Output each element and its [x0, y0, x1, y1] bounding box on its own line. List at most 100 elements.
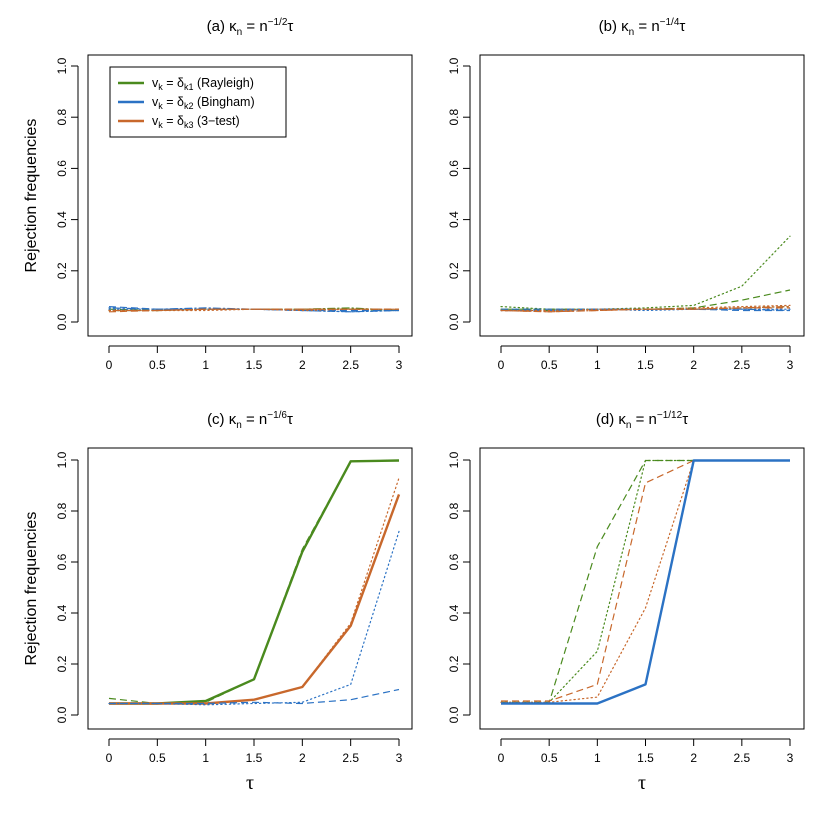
y-tick-label: 0.8 — [55, 109, 69, 126]
x-tick-label: 2 — [299, 751, 306, 765]
y-tick-label: 0.2 — [55, 655, 69, 672]
y-tick-label: 0.8 — [55, 502, 69, 519]
series-line-4 — [108, 477, 400, 705]
x-axis: 0 0.5 1 1.5 2 2.5 3 — [498, 738, 794, 765]
x-tick-label: 3 — [396, 751, 403, 765]
series-line-2 — [500, 459, 791, 703]
y-axis: 0.0 0.2 0.4 0.6 0.8 1.0 — [55, 57, 79, 330]
y-tick-label: 0.8 — [447, 109, 461, 126]
x-tick-label: 1.5 — [246, 751, 263, 765]
legend: vk = δk1 (Rayleigh) vk = δk2 (Bingham) vk … — [109, 66, 287, 138]
y-tick-label: 0.0 — [447, 313, 461, 330]
y-tick-label: 0.0 — [55, 706, 69, 723]
series-line-5 — [501, 459, 790, 705]
x-tick-label: 1.5 — [637, 358, 654, 372]
x-tick-label: 3 — [787, 358, 794, 372]
x-tick-label: 0.5 — [149, 751, 166, 765]
series-group — [500, 235, 791, 313]
x-tick-label: 0 — [106, 751, 113, 765]
y-tick-label: 0.2 — [447, 655, 461, 672]
series-line-3 — [501, 459, 790, 702]
x-tick-label: 1.5 — [637, 751, 654, 765]
x-tick-label: 3 — [396, 358, 403, 372]
plot-frame — [87, 447, 413, 730]
x-axis: 0 0.5 1 1.5 2 2.5 3 — [498, 345, 794, 372]
series-line-6 — [109, 688, 400, 705]
y-tick-label: 0.2 — [55, 262, 69, 279]
x-tick-label: 1.5 — [246, 358, 263, 372]
y-tick-label: 0.6 — [447, 160, 461, 177]
series-group — [108, 306, 400, 313]
series-line-1 — [109, 459, 400, 705]
y-tick-label: 0.6 — [447, 553, 461, 570]
x-tick-label: 2 — [690, 358, 697, 372]
panel-title: (b) κn = n−1/4τ — [599, 17, 686, 38]
y-tick-label: 0.4 — [447, 211, 461, 228]
y-tick-label: 0.0 — [447, 706, 461, 723]
series-line-9 — [108, 308, 400, 312]
y-tick-label: 1.0 — [55, 451, 69, 468]
y-axis-label: Rejection frequencies — [23, 512, 40, 666]
panel-title: (c) κn = n−1/6τ — [207, 410, 293, 431]
y-tick-label: 0.4 — [55, 604, 69, 621]
y-tick-label: 1.0 — [55, 57, 69, 74]
x-tick-label: 2 — [299, 358, 306, 372]
series-line-8 — [500, 304, 791, 312]
x-axis: 0 0.5 1 1.5 2 2.5 3 — [106, 345, 403, 372]
x-axis-label: τ — [246, 772, 254, 794]
plot-frame — [479, 54, 805, 337]
series-line-3 — [109, 493, 401, 705]
series-line-9 — [500, 306, 791, 313]
plot-frame — [479, 447, 805, 730]
series-line-1 — [501, 459, 790, 703]
x-tick-label: 1 — [594, 358, 601, 372]
x-tick-label: 0 — [106, 358, 113, 372]
y-tick-label: 0.6 — [55, 553, 69, 570]
x-tick-label: 2.5 — [733, 751, 750, 765]
y-tick-label: 1.0 — [447, 451, 461, 468]
panel-a: (a) κn = n−1/2τ 0 0.5 1 1.5 2 2.5 3 0.0 0.2 0.4 0.6… — [23, 17, 413, 372]
plot-frame — [87, 54, 413, 337]
y-tick-label: 0.2 — [447, 262, 461, 279]
x-tick-label: 0 — [498, 358, 505, 372]
x-tick-label: 2.5 — [342, 358, 359, 372]
x-tick-label: 1 — [202, 358, 209, 372]
x-tick-label: 3 — [787, 751, 794, 765]
series-line-4 — [500, 459, 791, 703]
x-tick-label: 2 — [690, 751, 697, 765]
legend-label: vk = δk3 (3−test) — [152, 114, 240, 130]
x-tick-label: 2.5 — [342, 751, 359, 765]
series-group — [500, 459, 791, 705]
panel-c: (c) κn = n−1/6τ 0 0.5 1 1.5 2 2.5 3 0.0 0.2 0.4 0.6… — [23, 410, 413, 794]
legend-label: vk = δk1 (Rayleigh) — [152, 76, 254, 92]
x-tick-label: 0.5 — [541, 358, 558, 372]
panel-b: (b) κn = n−1/4τ 0 0.5 1 1.5 2 2.5 3 0.0 0.2 0.4 0.6… — [447, 17, 805, 372]
y-tick-label: 0.4 — [447, 604, 461, 621]
y-tick-label: 0.8 — [447, 502, 461, 519]
y-tick-label: 0.6 — [55, 160, 69, 177]
series-line-6 — [108, 307, 400, 313]
x-axis-label: τ — [638, 772, 646, 794]
y-tick-label: 1.0 — [447, 57, 461, 74]
x-tick-label: 0 — [498, 751, 505, 765]
legend-label: vk = δk2 (Bingham) — [152, 95, 255, 111]
x-tick-label: 0.5 — [149, 358, 166, 372]
series-group — [108, 459, 401, 706]
y-axis: 0.0 0.2 0.4 0.6 0.8 1.0 — [447, 451, 471, 723]
x-tick-label: 1 — [202, 751, 209, 765]
x-tick-label: 1 — [594, 751, 601, 765]
y-axis: 0.0 0.2 0.4 0.6 0.8 1.0 — [55, 451, 79, 723]
series-line-2 — [500, 235, 791, 310]
panel-title: (d) κn = n−1/12τ — [596, 410, 688, 431]
x-tick-label: 0.5 — [541, 751, 558, 765]
y-axis: 0.0 0.2 0.4 0.6 0.8 1.0 — [447, 57, 471, 330]
y-tick-label: 0.4 — [55, 211, 69, 228]
y-tick-label: 0.0 — [55, 313, 69, 330]
y-axis-label: Rejection frequencies — [23, 119, 40, 273]
panel-title: (a) κn = n−1/2τ — [207, 17, 294, 38]
series-line-2 — [108, 459, 400, 705]
x-axis: 0 0.5 1 1.5 2 2.5 3 — [106, 738, 403, 765]
x-tick-label: 2.5 — [733, 358, 750, 372]
